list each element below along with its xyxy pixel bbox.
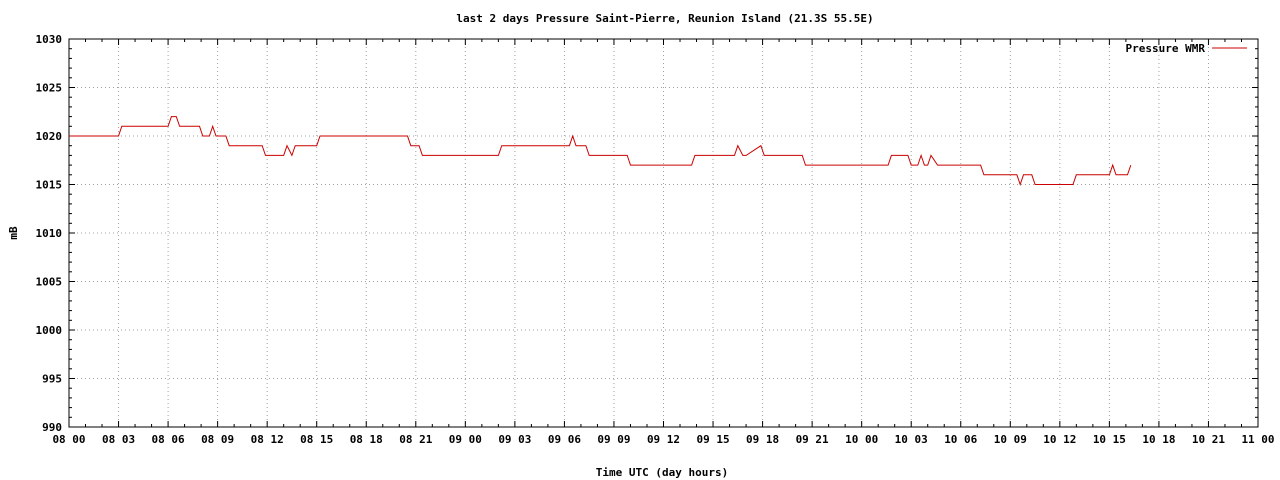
- y-tick-label: 1005: [36, 276, 63, 289]
- x-tick-label: 10 09: [994, 433, 1027, 446]
- x-tick-label: 11 00: [1241, 433, 1274, 446]
- x-tick-label: 10 21: [1192, 433, 1225, 446]
- x-axis: 08 00 08 03 08 06 08 09 08 12 08 15 08 18 08 21…: [52, 39, 1275, 446]
- x-tick-label: 08 15: [300, 433, 333, 446]
- y-tick-label: 1015: [36, 179, 63, 192]
- x-tick-label: 10 00: [845, 433, 878, 446]
- y-tick-label: 990: [42, 421, 62, 434]
- x-tick-label: 08 00: [52, 433, 85, 446]
- y-tick-label: 1030: [36, 33, 63, 46]
- y-tick-label: 1000: [36, 324, 63, 337]
- x-tick-label: 09 15: [696, 433, 729, 446]
- y-axis-label: mB: [7, 226, 20, 240]
- x-tick-label: 09 18: [746, 433, 779, 446]
- x-tick-label: 08 12: [251, 433, 284, 446]
- legend-label-pressure-wmr: Pressure WMR: [1126, 42, 1206, 55]
- y-tick-label: 1025: [36, 82, 63, 95]
- x-tick-label: 10 06: [944, 433, 977, 446]
- y-axis: 990 995 1000 1005 1010 1015 1020 1025 1030: [36, 33, 1258, 434]
- legend: Pressure WMR: [1126, 42, 1247, 55]
- x-tick-label: 09 12: [647, 433, 680, 446]
- x-tick-label: 08 03: [102, 433, 135, 446]
- x-tick-label: 08 18: [350, 433, 383, 446]
- x-tick-label: 10 15: [1093, 433, 1126, 446]
- x-tick-label: 09 00: [449, 433, 482, 446]
- x-tick-label: 09 06: [548, 433, 581, 446]
- chart-title: last 2 days Pressure Saint-Pierre, Reuni…: [456, 12, 873, 25]
- series-layer: [69, 116, 1132, 187]
- x-axis-label: Time UTC (day hours): [596, 466, 728, 479]
- x-tick-label: 10 18: [1142, 433, 1175, 446]
- x-tick-label: 09 03: [498, 433, 531, 446]
- y-tick-label: 1020: [36, 130, 63, 143]
- x-tick-label: 10 03: [895, 433, 928, 446]
- x-tick-label: 09 09: [597, 433, 630, 446]
- grid-lines: [69, 39, 1258, 427]
- x-tick-label: 08 06: [152, 433, 185, 446]
- x-tick-label: 08 21: [399, 433, 432, 446]
- x-tick-label: 09 21: [796, 433, 829, 446]
- x-tick-label: 08 09: [201, 433, 234, 446]
- series-line-pressure-wmr: [69, 116, 1132, 187]
- y-tick-label: 1010: [36, 227, 63, 240]
- y-tick-label: 995: [42, 373, 62, 386]
- x-tick-label: 10 12: [1043, 433, 1076, 446]
